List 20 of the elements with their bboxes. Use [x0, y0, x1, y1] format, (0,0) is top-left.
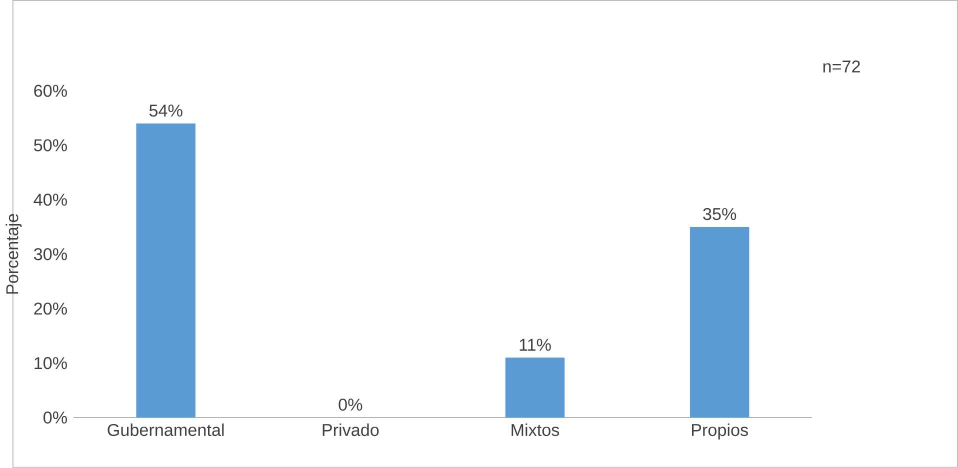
data-label: 54% [149, 104, 182, 117]
y-tick-label: 0% [44, 412, 67, 424]
x-tick-label: Propios [692, 424, 748, 440]
x-tick-label: Privado [322, 424, 379, 436]
text: n=72 [823, 60, 860, 72]
y-tick-label: 40% [34, 194, 67, 206]
data-label: 35% [703, 208, 736, 220]
y-tick-label: 10% [34, 357, 67, 370]
x-tick-label: Gubernamental [108, 424, 224, 436]
y-tick-label: 50% [34, 139, 67, 152]
data-label: 0% [338, 398, 362, 411]
x-tick-label: Mixtos [512, 424, 560, 436]
y-tick-label: 30% [34, 248, 67, 260]
y-tick-label: 60% [34, 84, 67, 97]
y-tick-label: 20% [34, 302, 67, 315]
bar [505, 358, 565, 418]
data-label: 11% [520, 338, 551, 351]
bar [136, 124, 196, 418]
bar [690, 227, 750, 418]
y-axis-title: Porcentaje [6, 214, 22, 294]
